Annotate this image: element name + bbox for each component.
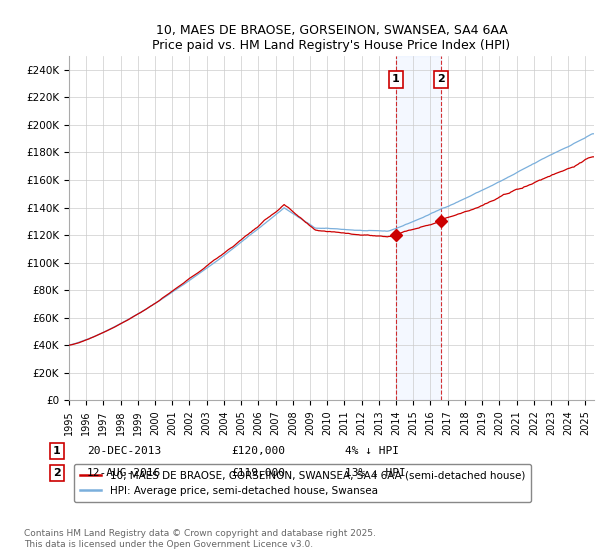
Text: 1: 1	[53, 446, 61, 456]
Text: 12-AUG-2016: 12-AUG-2016	[87, 468, 161, 478]
Text: 20-DEC-2013: 20-DEC-2013	[87, 446, 161, 456]
Text: 2: 2	[53, 468, 61, 478]
Text: 2: 2	[437, 74, 445, 85]
Legend: 10, MAES DE BRAOSE, GORSEINON, SWANSEA, SA4 6AA (semi-detached house), HPI: Aver: 10, MAES DE BRAOSE, GORSEINON, SWANSEA, …	[74, 464, 531, 502]
Bar	[395, 56, 441, 400]
Text: Contains HM Land Registry data © Crown copyright and database right 2025.
This d: Contains HM Land Registry data © Crown c…	[24, 529, 376, 549]
Text: 13% ↓ HPI: 13% ↓ HPI	[345, 468, 406, 478]
Title: 10, MAES DE BRAOSE, GORSEINON, SWANSEA, SA4 6AA
Price paid vs. HM Land Registry': 10, MAES DE BRAOSE, GORSEINON, SWANSEA, …	[152, 24, 511, 52]
Text: £119,000: £119,000	[231, 468, 285, 478]
Text: 1: 1	[392, 74, 400, 85]
Text: 4% ↓ HPI: 4% ↓ HPI	[345, 446, 399, 456]
Text: £120,000: £120,000	[231, 446, 285, 456]
